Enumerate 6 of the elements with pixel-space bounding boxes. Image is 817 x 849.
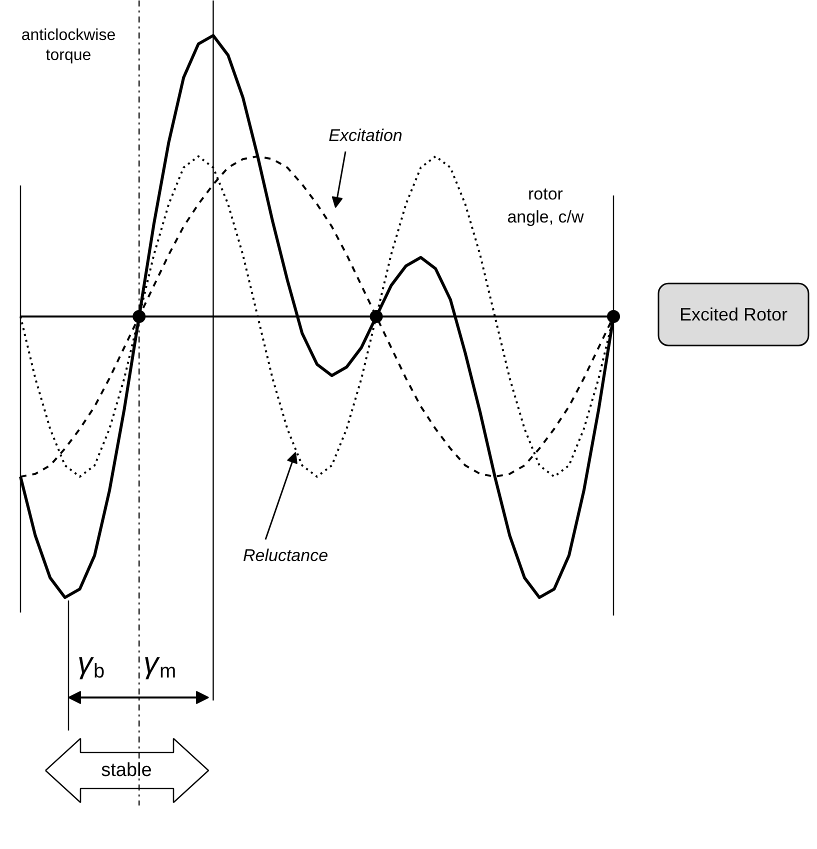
- text: Reluctance: [242, 546, 328, 565]
- annotation: rotor angle, c/w: [507, 184, 584, 226]
- text: Excited Rotor: [679, 304, 788, 324]
- text: stable: [101, 760, 152, 781]
- annotation: anticlockwise torque: [21, 26, 116, 64]
- text: Excitation: [328, 126, 402, 145]
